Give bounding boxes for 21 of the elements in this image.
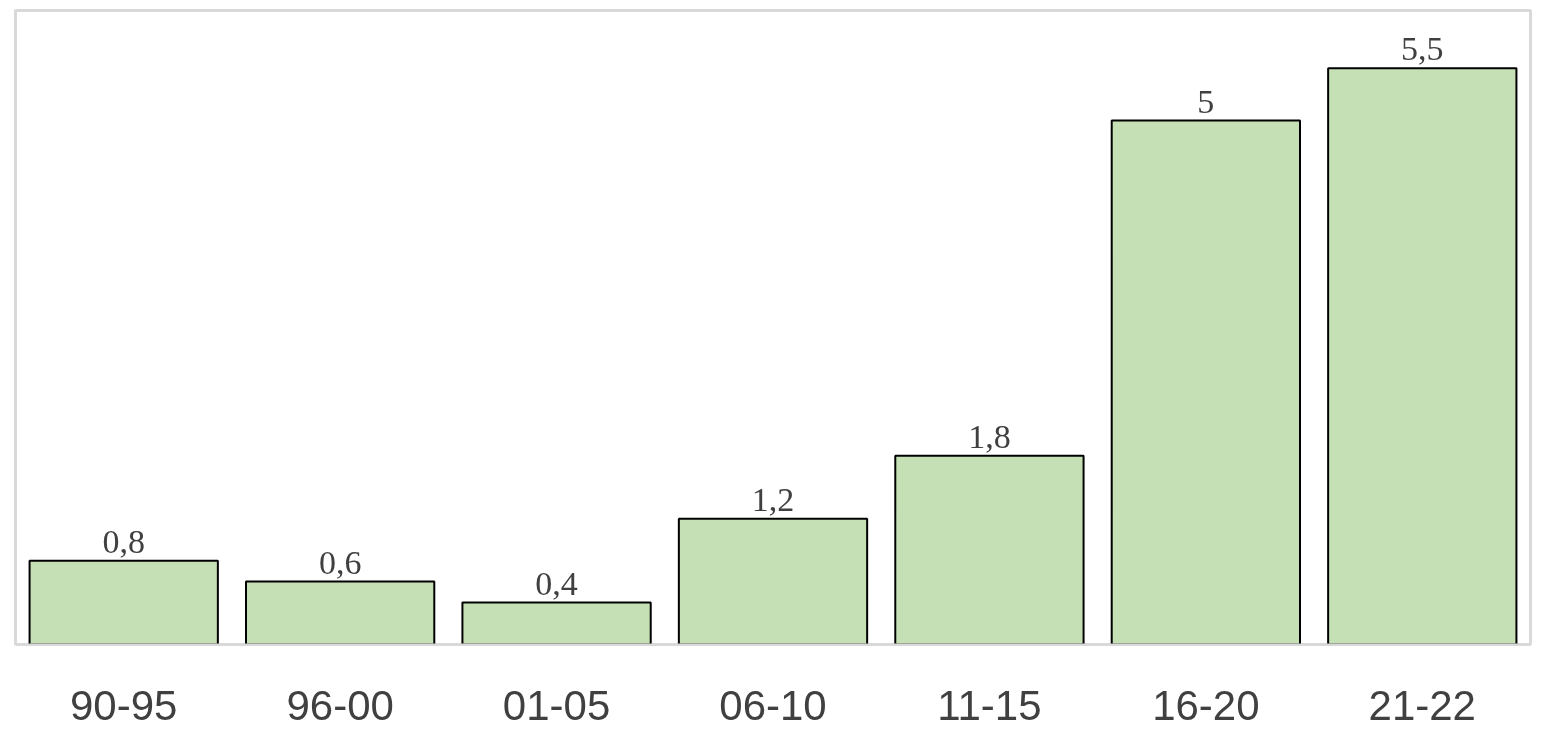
bar [894,454,1085,645]
bar [461,601,652,645]
data-label: 0,4 [535,564,578,602]
x-tick-label: 96-00 [286,681,394,729]
bar [245,580,436,645]
bar [677,517,869,645]
bar [1110,119,1301,645]
x-tick-label: 90-95 [70,681,178,729]
data-label: 5 [1197,82,1215,120]
data-label: 1,2 [751,480,795,518]
data-label: 5,5 [1401,30,1444,68]
x-tick-label: 16-20 [1152,681,1260,729]
x-tick-label: 11-15 [937,681,1042,729]
x-tick-label: 21-22 [1368,681,1476,729]
data-label: 0,6 [318,543,362,581]
data-label: 0,8 [102,522,145,560]
x-tick-label: 01-05 [502,681,611,729]
bar [1327,67,1518,645]
x-tick-label: 06-10 [719,681,827,729]
bar [28,559,219,645]
data-label: 1,8 [968,417,1011,455]
